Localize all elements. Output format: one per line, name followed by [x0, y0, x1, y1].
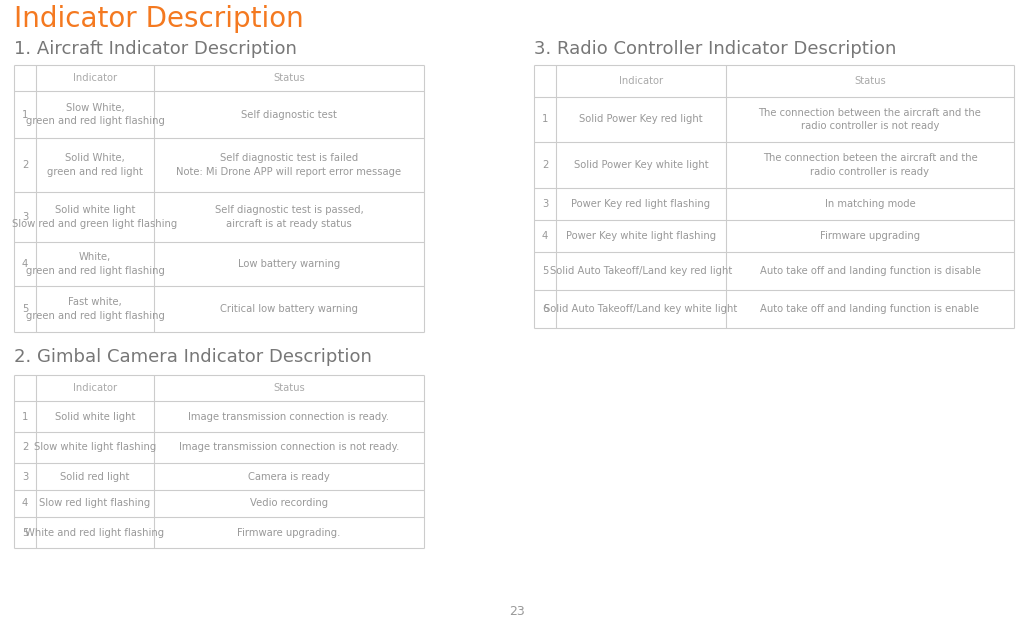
Text: Self diagnostic test is passed,
aircraft is at ready status: Self diagnostic test is passed, aircraft… [215, 205, 363, 229]
Text: 5: 5 [22, 528, 28, 538]
Text: Auto take off and landing function is disable: Auto take off and landing function is di… [760, 266, 980, 276]
Text: Power Key white light flashing: Power Key white light flashing [566, 231, 717, 241]
Text: Fast white,
green and red light flashing: Fast white, green and red light flashing [26, 298, 164, 321]
Text: Solid Power Key white light: Solid Power Key white light [574, 160, 708, 170]
Text: 4: 4 [22, 498, 28, 508]
Text: 1: 1 [22, 412, 28, 422]
Text: 3. Radio Controller Indicator Description: 3. Radio Controller Indicator Descriptio… [534, 40, 896, 58]
Text: The connection beteen the aircraft and the
radio controller is ready: The connection beteen the aircraft and t… [763, 153, 977, 177]
Text: Image transmission connection is ready.: Image transmission connection is ready. [188, 412, 390, 422]
Text: Solid white light
Slow red and green light flashing: Solid white light Slow red and green lig… [12, 205, 178, 229]
Text: Firmware upgrading: Firmware upgrading [820, 231, 920, 241]
Text: Power Key red light flashing: Power Key red light flashing [572, 199, 710, 209]
Text: 4: 4 [542, 231, 548, 241]
Text: Indicator: Indicator [73, 383, 117, 393]
Text: 2: 2 [542, 160, 548, 170]
Text: Solid white light: Solid white light [55, 412, 135, 422]
Text: Slow white light flashing: Slow white light flashing [34, 443, 156, 453]
Text: 2: 2 [22, 443, 28, 453]
Text: Image transmission connection is not ready.: Image transmission connection is not rea… [179, 443, 399, 453]
Text: Status: Status [854, 76, 886, 86]
Text: Status: Status [273, 383, 305, 393]
Text: White,
green and red light flashing: White, green and red light flashing [26, 252, 164, 276]
Text: 4: 4 [22, 259, 28, 269]
Text: Self diagnostic test: Self diagnostic test [241, 110, 337, 120]
Text: 2. Gimbal Camera Indicator Description: 2. Gimbal Camera Indicator Description [14, 348, 372, 366]
Text: Self diagnostic test is failed
Note: Mi Drone APP will report error message: Self diagnostic test is failed Note: Mi … [177, 153, 401, 177]
Text: Auto take off and landing function is enable: Auto take off and landing function is en… [760, 304, 979, 314]
Text: 6: 6 [542, 304, 548, 314]
Text: Camera is ready: Camera is ready [248, 471, 330, 482]
Text: In matching mode: In matching mode [825, 199, 915, 209]
Text: Firmware upgrading.: Firmware upgrading. [238, 528, 340, 538]
Text: Solid red light: Solid red light [60, 471, 129, 482]
Text: Solid Power Key red light: Solid Power Key red light [579, 115, 703, 125]
Text: 1: 1 [22, 110, 28, 120]
Text: White and red light flashing: White and red light flashing [26, 528, 164, 538]
Text: 2: 2 [22, 160, 28, 170]
Text: Indicator: Indicator [619, 76, 663, 86]
Text: 3: 3 [22, 471, 28, 482]
Text: Status: Status [273, 73, 305, 83]
Text: The connection between the aircraft and the
radio controller is not ready: The connection between the aircraft and … [759, 108, 981, 131]
Text: 3: 3 [542, 199, 548, 209]
Text: 23: 23 [509, 605, 525, 618]
Text: Low battery warning: Low battery warning [238, 259, 340, 269]
Text: 3: 3 [22, 212, 28, 222]
Text: 5: 5 [22, 304, 28, 314]
Text: 5: 5 [542, 266, 548, 276]
Text: Slow red light flashing: Slow red light flashing [39, 498, 151, 508]
Text: 1: 1 [542, 115, 548, 125]
Text: Solid Auto Takeoff/Land key white light: Solid Auto Takeoff/Land key white light [544, 304, 737, 314]
Text: Solid White,
green and red light: Solid White, green and red light [48, 153, 143, 177]
Text: 1. Aircraft Indicator Description: 1. Aircraft Indicator Description [14, 40, 297, 58]
Text: Indicator: Indicator [73, 73, 117, 83]
Text: Slow White,
green and red light flashing: Slow White, green and red light flashing [26, 103, 164, 126]
Text: Solid Auto Takeoff/Land key red light: Solid Auto Takeoff/Land key red light [550, 266, 732, 276]
Text: Critical low battery warning: Critical low battery warning [220, 304, 358, 314]
Text: Indicator Description: Indicator Description [14, 5, 304, 33]
Text: Vedio recording: Vedio recording [250, 498, 328, 508]
